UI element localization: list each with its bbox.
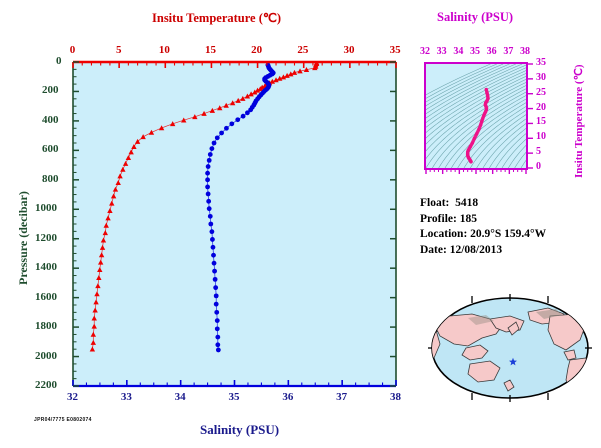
tick-label: 2200	[35, 379, 57, 391]
tick-label: 0	[69, 44, 76, 56]
tick-label: 34	[453, 46, 464, 57]
float-row: Float: 5418	[420, 196, 600, 212]
tick-label: 35	[470, 46, 480, 57]
ts-diagram-content	[426, 64, 526, 168]
tick-label: 800	[42, 172, 59, 185]
tick-label: 15	[205, 44, 217, 56]
inset-temperature-axis-title: Insitu Temperature (℃)	[573, 64, 585, 178]
date-row: Date: 12/08/2013	[420, 243, 600, 259]
tick-label: 30	[343, 44, 355, 56]
tick-label: 15	[536, 116, 546, 128]
tick-label: 37	[503, 46, 514, 57]
profile-label: Profile:	[420, 212, 457, 225]
tick-label: 35	[389, 44, 401, 56]
tick-label: 400	[42, 113, 59, 126]
tick-label: 1600	[35, 290, 57, 303]
tick-label: 2000	[35, 349, 57, 362]
tick-label: 1400	[35, 261, 57, 274]
tick-label: 38	[390, 391, 401, 403]
world-map-graphic	[428, 294, 592, 402]
float-location-marker	[509, 357, 517, 366]
float-metadata: Float: 5418 Profile: 185 Location: 20.9°…	[420, 196, 600, 258]
tick-label: 600	[42, 143, 59, 156]
tick-label: 36	[282, 391, 294, 403]
profile-plot-area	[73, 62, 396, 386]
float-label: Float:	[420, 197, 450, 209]
date-value: 12/08/2013	[449, 243, 503, 256]
salinity-axis-title: Salinity (PSU)	[200, 422, 280, 437]
profile-value: 185	[459, 212, 477, 225]
tick-label: 33	[436, 46, 447, 57]
tick-label: 35	[228, 391, 240, 403]
tick-label: 200	[42, 84, 59, 97]
temperature-axis-title: Insitu Temperature (℃)	[152, 11, 282, 25]
date-label: Date:	[420, 243, 447, 256]
tick-label: 1200	[35, 231, 57, 244]
tick-label: 30	[536, 71, 546, 83]
tick-label: 37	[336, 391, 348, 403]
tick-label: 20	[251, 44, 263, 56]
tick-label: 0	[56, 55, 62, 67]
world-map	[424, 288, 596, 408]
tick-label: 36	[486, 46, 497, 57]
tick-label: 0	[536, 161, 541, 172]
tick-label: 38	[520, 46, 530, 57]
tick-label: 10	[536, 131, 546, 143]
tick-label: 32	[420, 46, 430, 57]
tick-label: 34	[174, 391, 186, 403]
tick-label: 25	[536, 86, 546, 98]
inset-salinity-axis-title: Salinity (PSU)	[437, 10, 514, 24]
location-value: 20.9°S 159.4°W	[470, 228, 547, 240]
ts-diagram-inset	[424, 62, 528, 170]
tick-label: 32	[67, 391, 78, 403]
tick-label: 1000	[35, 202, 57, 215]
tick-label: 5	[536, 146, 541, 158]
tick-label: 10	[158, 44, 170, 56]
watermark-text: JPR04/7775 E0802074	[34, 417, 92, 423]
pressure-axis-title: Pressure (decibar)	[16, 191, 30, 285]
location-label: Location:	[420, 228, 468, 240]
tick-label: 35	[536, 57, 546, 68]
float-value: 5418	[455, 197, 479, 209]
location-row: Location: 20.9°S 159.4°W	[420, 227, 600, 243]
tick-label: 20	[536, 101, 546, 113]
profile-curves	[89, 62, 320, 353]
profile-row: Profile: 185	[420, 212, 600, 228]
tick-label: 5	[115, 44, 122, 56]
tick-label: 1800	[35, 320, 57, 333]
tick-label: 25	[297, 44, 309, 56]
tick-label: 33	[120, 391, 132, 403]
